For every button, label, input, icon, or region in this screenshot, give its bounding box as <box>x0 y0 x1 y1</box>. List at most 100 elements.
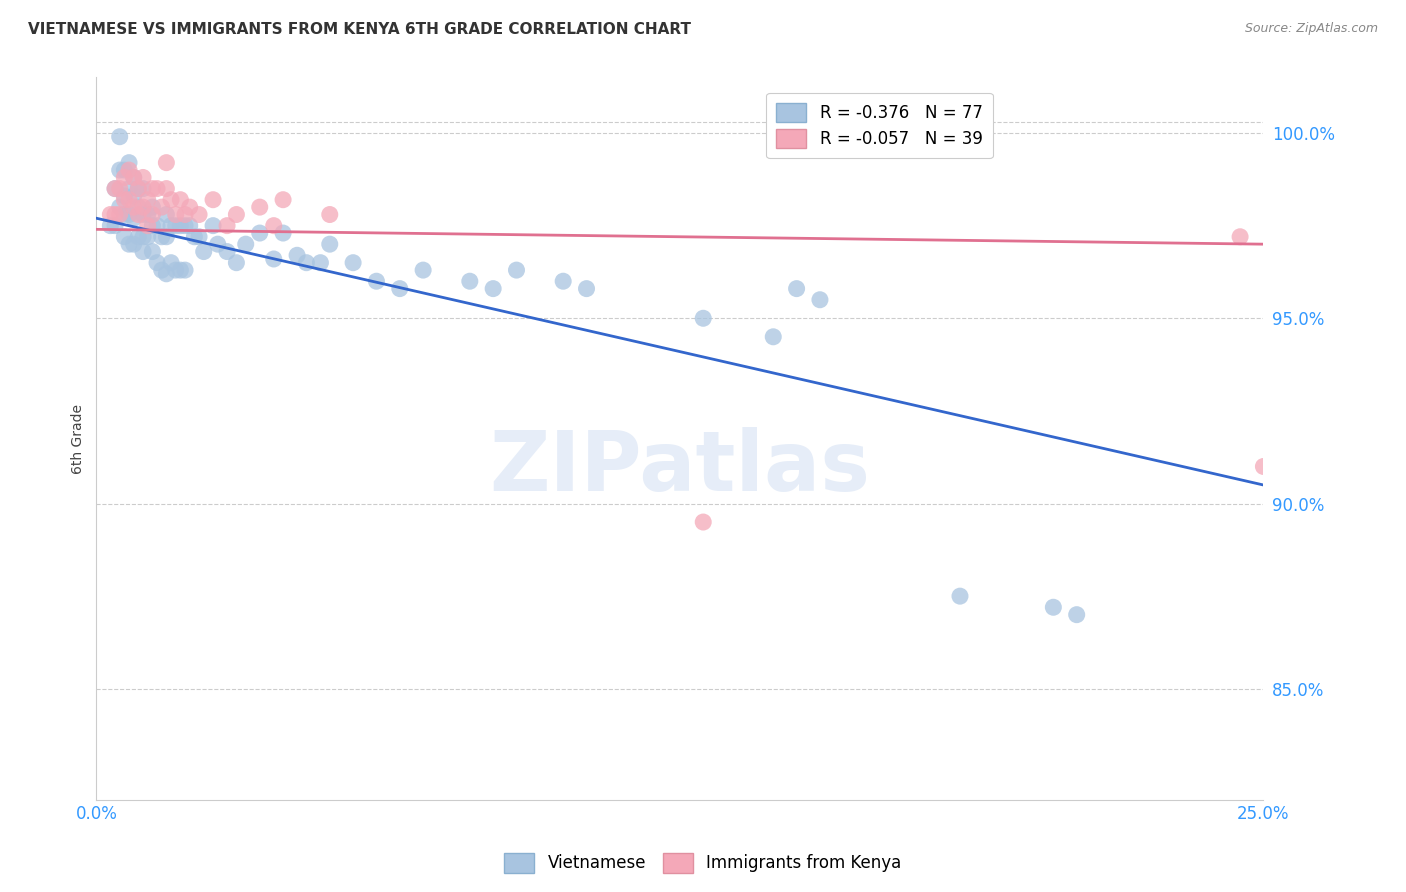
Point <box>108 163 131 178</box>
Point <box>174 208 197 222</box>
Point <box>762 330 785 344</box>
Point <box>225 255 247 269</box>
Point <box>132 200 155 214</box>
Point <box>127 229 149 244</box>
Point <box>122 170 145 185</box>
Point <box>118 237 141 252</box>
Point <box>215 219 238 233</box>
Point <box>202 219 225 233</box>
Point <box>108 129 131 144</box>
Point <box>263 252 285 266</box>
Point <box>342 255 364 269</box>
Point <box>150 263 173 277</box>
Point <box>249 226 271 240</box>
Point <box>122 200 145 214</box>
Point <box>169 193 191 207</box>
Point <box>118 181 141 195</box>
Point <box>160 255 183 269</box>
Point <box>692 311 714 326</box>
Point <box>141 208 163 222</box>
Point <box>146 181 169 195</box>
Point <box>132 170 155 185</box>
Point <box>808 293 831 307</box>
Point <box>263 219 285 233</box>
Y-axis label: 6th Grade: 6th Grade <box>72 404 86 474</box>
Point <box>692 515 714 529</box>
Point <box>112 208 135 222</box>
Text: VIETNAMESE VS IMMIGRANTS FROM KENYA 6TH GRADE CORRELATION CHART: VIETNAMESE VS IMMIGRANTS FROM KENYA 6TH … <box>28 22 692 37</box>
Point <box>118 208 141 222</box>
Point <box>136 208 159 222</box>
Point <box>319 237 342 252</box>
Legend: Vietnamese, Immigrants from Kenya: Vietnamese, Immigrants from Kenya <box>498 847 908 880</box>
Text: ZIPatlas: ZIPatlas <box>489 427 870 508</box>
Point <box>160 219 183 233</box>
Point <box>309 255 332 269</box>
Legend: R = -0.376   N = 77, R = -0.057   N = 39: R = -0.376 N = 77, R = -0.057 N = 39 <box>766 93 993 158</box>
Point <box>949 589 972 603</box>
Point <box>1066 607 1088 622</box>
Point <box>482 282 505 296</box>
Point <box>108 200 131 214</box>
Point <box>271 193 294 207</box>
Point <box>174 263 197 277</box>
Point <box>112 229 135 244</box>
Point <box>150 229 173 244</box>
Point <box>127 208 149 222</box>
Point <box>165 263 187 277</box>
Point <box>118 193 141 207</box>
Text: Source: ZipAtlas.com: Source: ZipAtlas.com <box>1244 22 1378 36</box>
Point <box>505 263 527 277</box>
Point <box>160 193 183 207</box>
Point <box>193 244 215 259</box>
Point <box>285 248 308 262</box>
Point <box>1042 600 1064 615</box>
Point <box>122 189 145 203</box>
Point <box>146 255 169 269</box>
Point <box>108 181 131 195</box>
Point <box>295 255 318 269</box>
Point <box>132 244 155 259</box>
Point <box>202 193 225 207</box>
Point <box>104 219 127 233</box>
Point <box>215 244 238 259</box>
Point <box>98 208 121 222</box>
Point <box>112 189 135 203</box>
Point <box>155 155 177 169</box>
Point <box>165 219 187 233</box>
Point <box>136 219 159 233</box>
Point <box>1229 229 1251 244</box>
Point <box>179 219 201 233</box>
Point <box>118 163 141 178</box>
Point <box>183 229 205 244</box>
Point <box>127 181 149 195</box>
Point <box>132 229 155 244</box>
Point <box>108 208 131 222</box>
Point <box>207 237 229 252</box>
Point <box>249 200 271 214</box>
Point <box>458 274 481 288</box>
Point <box>366 274 388 288</box>
Point <box>169 219 191 233</box>
Point <box>174 219 197 233</box>
Point <box>388 282 411 296</box>
Point <box>122 211 145 226</box>
Point <box>553 274 575 288</box>
Point <box>132 181 155 195</box>
Point <box>122 237 145 252</box>
Point <box>127 200 149 214</box>
Point <box>104 181 127 195</box>
Point <box>122 170 145 185</box>
Point <box>141 219 163 233</box>
Point <box>98 219 121 233</box>
Point <box>225 208 247 222</box>
Point <box>188 208 211 222</box>
Point <box>112 163 135 178</box>
Point <box>1253 459 1275 474</box>
Point <box>146 219 169 233</box>
Point <box>155 267 177 281</box>
Point <box>112 170 135 185</box>
Point <box>271 226 294 240</box>
Point <box>112 193 135 207</box>
Point <box>179 200 201 214</box>
